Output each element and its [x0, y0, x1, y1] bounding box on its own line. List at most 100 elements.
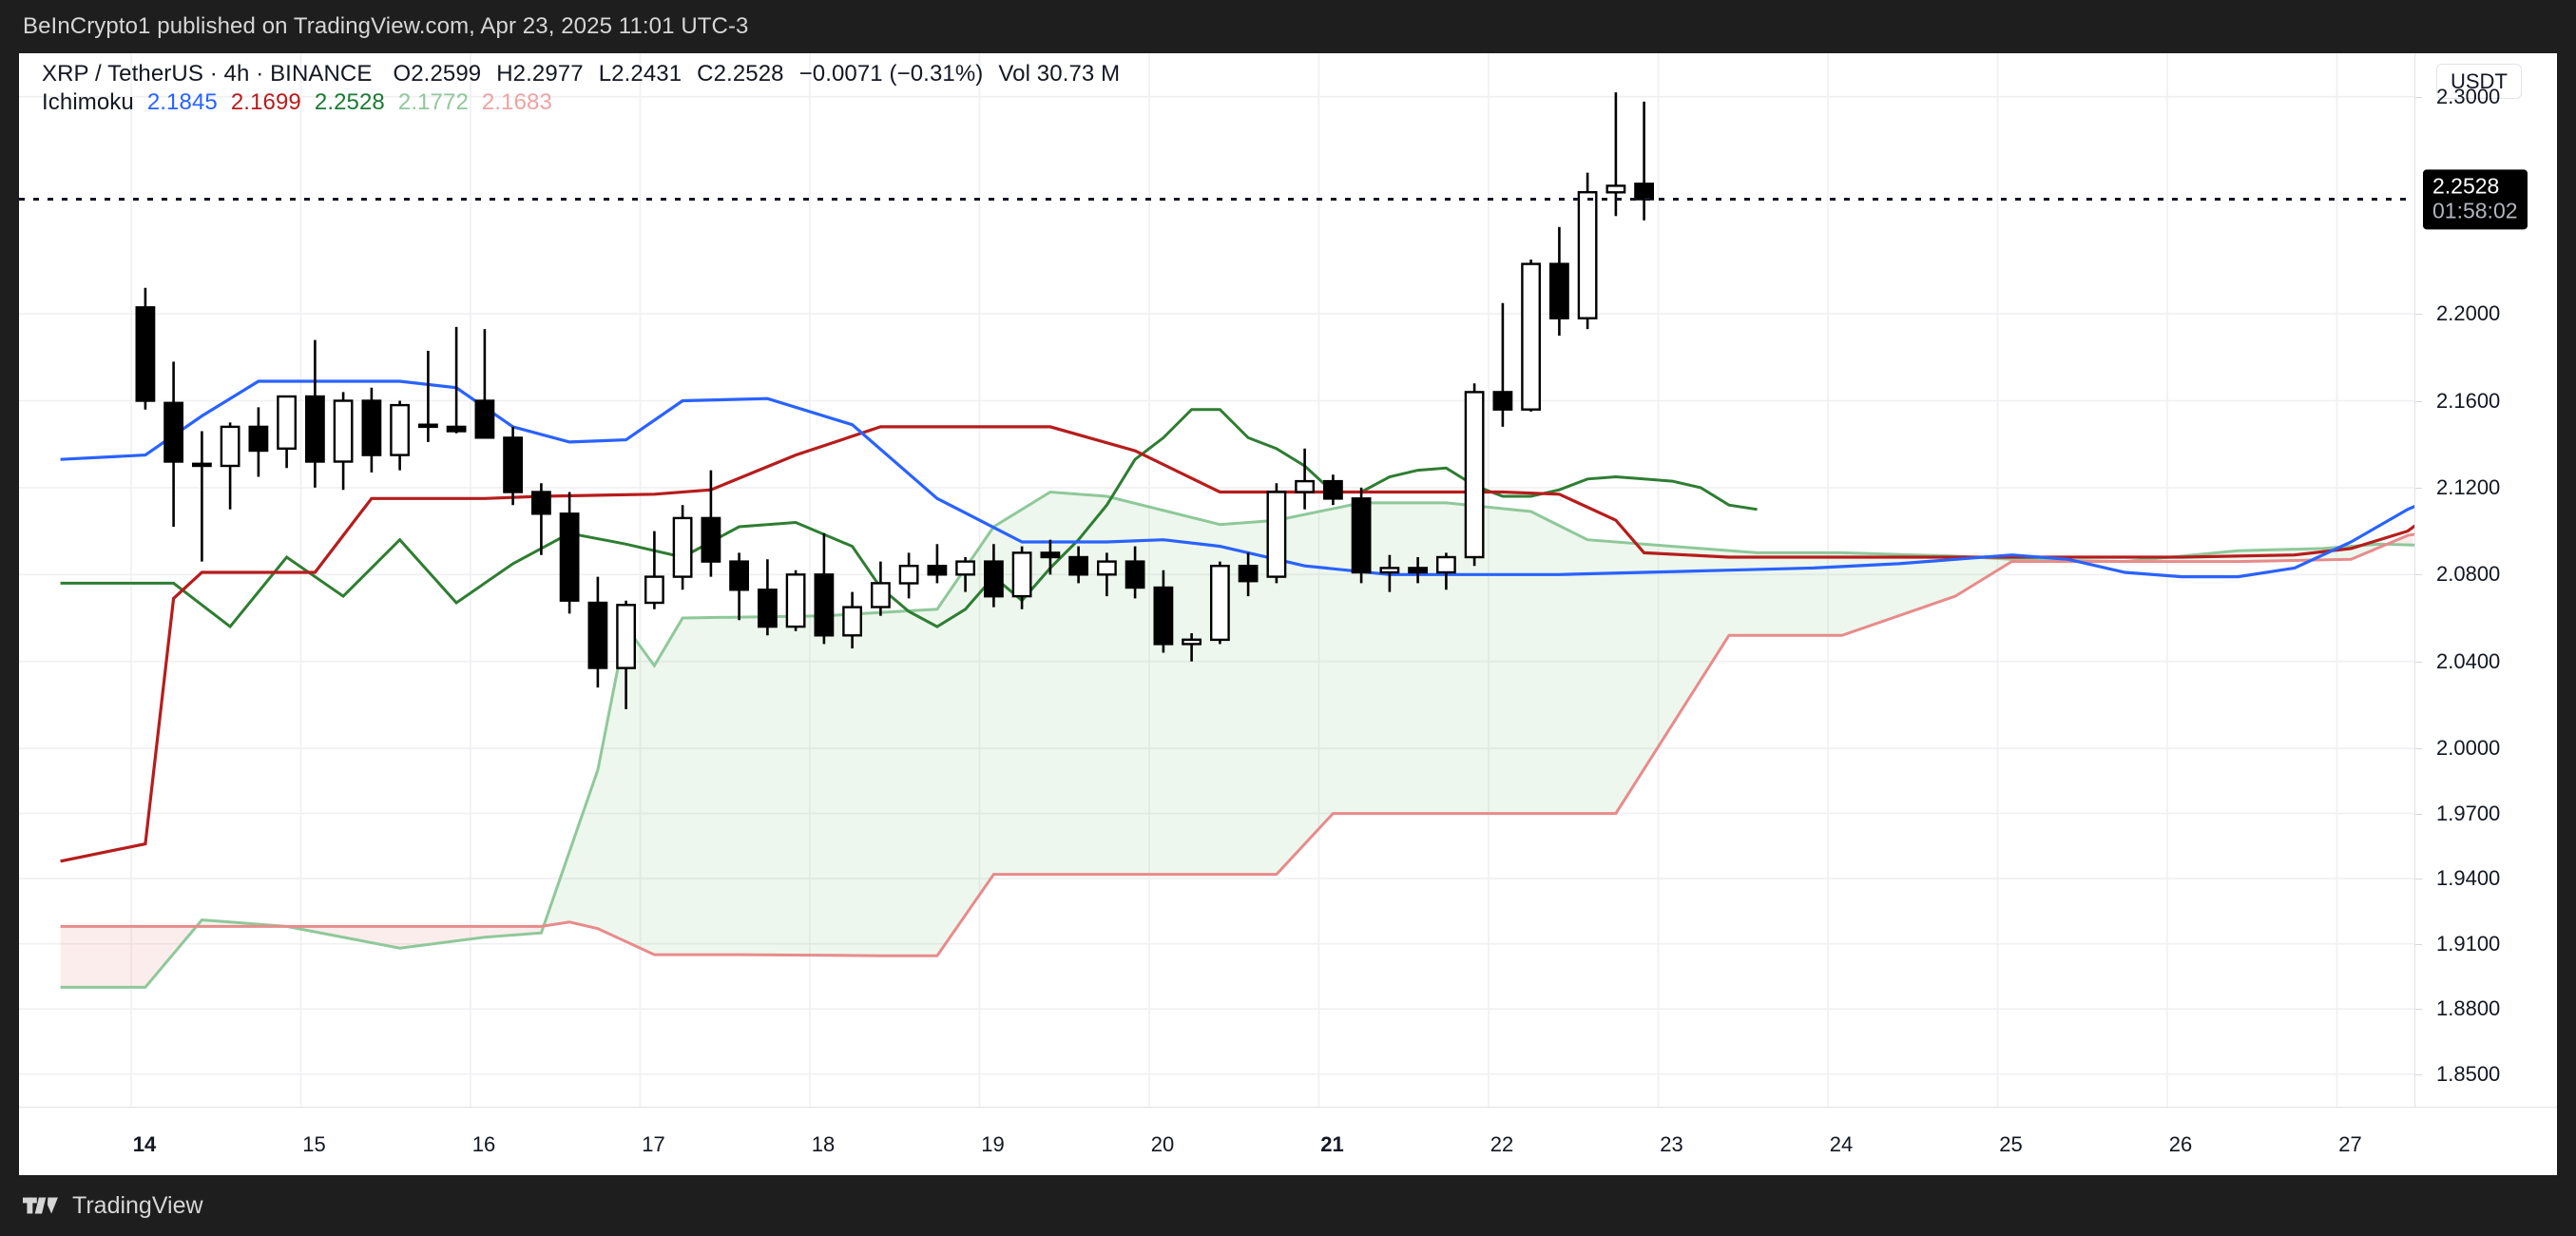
candle-body: [644, 575, 664, 605]
price-tick: 1.9100: [2414, 931, 2501, 956]
time-tick: 23: [1660, 1132, 1683, 1156]
candle-body: [277, 395, 297, 450]
candle-body: [503, 436, 523, 493]
candle-body: [1096, 560, 1117, 576]
candle-body: [135, 306, 156, 402]
candle-body: [785, 573, 806, 628]
candle-body: [898, 565, 919, 585]
candle-body: [1492, 391, 1513, 411]
chart-canvas: [19, 53, 2414, 1107]
candle-body: [758, 589, 778, 628]
grid-lines: [19, 53, 2414, 1107]
candle-body: [1068, 555, 1089, 576]
candle-body: [1379, 567, 1400, 574]
candle-body: [701, 516, 721, 563]
time-tick: 17: [642, 1132, 665, 1156]
candle-body: [333, 399, 354, 463]
candle-body: [1011, 551, 1032, 598]
candle-body: [446, 425, 467, 433]
candle-body: [1577, 190, 1598, 319]
candle-body: [842, 606, 863, 637]
price-tick: 2.0400: [2414, 648, 2501, 673]
candle-body: [1040, 551, 1061, 559]
time-scale[interactable]: 14 15 16 17 18 19 20 21 22 23 24 25 26 27: [19, 1107, 2557, 1175]
ichimoku-cloud-borders: [60, 490, 2414, 989]
time-tick: 14: [132, 1132, 157, 1156]
candle-body: [587, 601, 608, 669]
candle-body: [1464, 391, 1485, 559]
time-tick: 27: [2338, 1132, 2362, 1156]
price-tick: 1.8800: [2414, 996, 2501, 1021]
candle-body: [927, 565, 948, 576]
candle-body: [1322, 479, 1343, 500]
chart-plot-area[interactable]: [19, 53, 2414, 1107]
current-price-badge[interactable]: 2.2528 01:58:02: [2423, 168, 2528, 230]
candle-body: [1548, 262, 1569, 319]
candle-body: [248, 425, 269, 453]
tradingview-logo-icon: [23, 1197, 58, 1214]
candle-body: [672, 516, 693, 578]
candle-body: [1182, 638, 1202, 646]
price-tick: 2.1200: [2414, 474, 2501, 499]
chart-card: XRP / TetherUS · 4h · BINANCE O2.2599 H2…: [19, 53, 2557, 1175]
candle-body: [1521, 262, 1542, 411]
tradingview-logo[interactable]: TradingView: [23, 1192, 203, 1220]
candle-body: [559, 512, 580, 602]
candle-body: [1266, 491, 1287, 578]
price-tick: 2.3000: [2414, 84, 2501, 108]
candle-body: [1634, 183, 1655, 201]
time-tick: 26: [2168, 1132, 2193, 1156]
bar-countdown: 01:58:02: [2432, 198, 2518, 223]
candle-body: [1351, 497, 1372, 574]
tenkan-sen: [60, 379, 2414, 579]
candle-body: [729, 560, 750, 591]
time-tick: 18: [811, 1132, 836, 1156]
candle-body: [1209, 565, 1230, 642]
price-tick: 2.0000: [2414, 736, 2501, 761]
time-tick: 21: [1320, 1132, 1344, 1156]
price-scale[interactable]: USDT 2.3000 2.2000 2.1600 2.1200 2.0800 2.040…: [2414, 53, 2557, 1107]
currency-badge[interactable]: USDT: [2436, 64, 2522, 100]
candle-body: [418, 423, 438, 429]
candle-body: [474, 399, 495, 439]
time-tick: 25: [1999, 1132, 2023, 1156]
candle-body: [1295, 479, 1316, 493]
candle-body: [220, 425, 240, 468]
candle-body: [871, 582, 891, 608]
time-tick: 20: [1150, 1132, 1175, 1156]
candle-body: [984, 560, 1004, 598]
candle-body: [390, 403, 410, 456]
price-tick: 2.0800: [2414, 562, 2501, 587]
candle-body: [163, 401, 183, 463]
candle-body: [616, 604, 637, 669]
candlestick-series: [135, 92, 1655, 709]
price-tick: 1.9400: [2414, 866, 2501, 891]
time-tick: 24: [1829, 1132, 1854, 1156]
candle-body: [1605, 184, 1626, 194]
kijun-sen: [60, 425, 2414, 863]
ichimoku-cloud: [60, 492, 2413, 988]
candle-body: [955, 560, 976, 576]
price-tick: 1.8500: [2414, 1061, 2501, 1086]
price-tick: 1.9700: [2414, 801, 2501, 825]
candle-body: [1435, 555, 1456, 574]
footer-bar: TradingView: [0, 1175, 2576, 1236]
attribution-text: BeInCrypto1 published on TradingView.com…: [23, 13, 749, 39]
candle-body: [1153, 586, 1174, 646]
candle-body: [1238, 565, 1259, 583]
candle-body: [191, 462, 212, 468]
time-tick: 15: [302, 1132, 326, 1156]
current-price-value: 2.2528: [2432, 172, 2500, 198]
candle-body: [814, 573, 835, 637]
attribution-bar: BeInCrypto1 published on TradingView.com…: [0, 0, 2576, 53]
candle-body: [305, 395, 325, 463]
time-tick: 16: [471, 1132, 496, 1156]
price-tick: 2.1600: [2414, 388, 2501, 413]
time-tick: 19: [981, 1132, 1005, 1156]
candle-body: [531, 491, 551, 515]
candle-body: [1408, 567, 1429, 574]
price-tick: 2.2000: [2414, 301, 2501, 326]
time-tick: 22: [1490, 1132, 1514, 1156]
tradingview-brand-text: TradingView: [72, 1191, 203, 1219]
